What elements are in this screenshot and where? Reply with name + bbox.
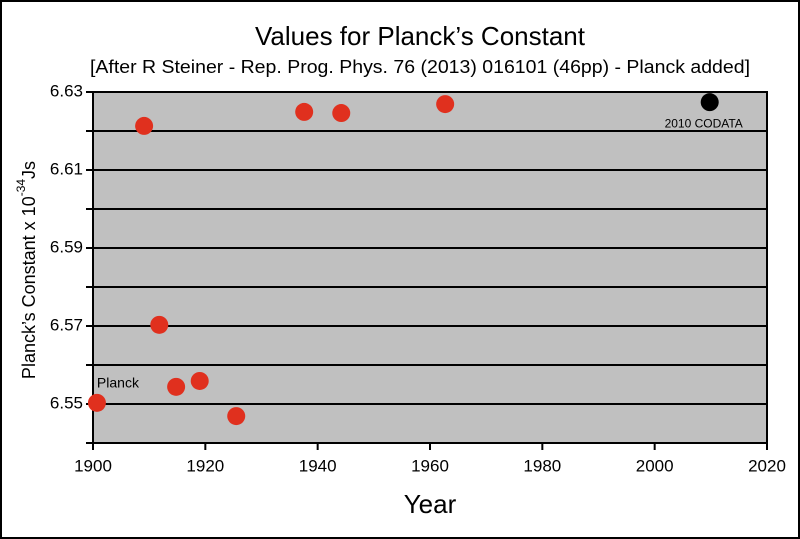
x-tick-label: 1900 [74,456,112,475]
x-tick-label: 2020 [748,456,786,475]
x-axis-label: Year [404,489,457,519]
annotation: 2010 CODATA [665,116,743,130]
x-tick-label: 2000 [636,456,674,475]
x-tick-label: 1940 [299,456,337,475]
data-point [87,393,106,412]
y-tick-label: 6.63 [50,81,83,100]
annotation: Planck [97,375,140,391]
y-tick-label: 6.57 [50,315,83,334]
data-point [135,116,154,135]
data-point [332,104,351,123]
data-point [167,377,186,396]
data-point [295,102,314,121]
y-tick-label: 6.55 [50,393,83,412]
chart-subtitle: [After R Steiner - Rep. Prog. Phys. 76 (… [90,57,750,77]
y-label-text: Planck’s Constant x 10 [19,196,39,379]
chart-title: Values for Planck’s Constant [255,21,586,51]
data-point [150,315,169,334]
plot-area [92,91,768,444]
y-label-unit: Js [19,161,39,179]
y-tick-label: 6.59 [50,237,83,256]
data-point [436,95,455,114]
data-point [700,93,719,112]
x-tick-label: 1960 [411,456,449,475]
y-label-exponent: -34 [14,179,28,197]
y-tick-label: 6.61 [50,159,83,178]
data-point [190,371,209,390]
data-point [227,407,246,426]
x-tick-label: 1920 [186,456,224,475]
x-tick-label: 1980 [523,456,561,475]
y-axis-label: Planck’s Constant x 10-34Js [14,161,39,379]
